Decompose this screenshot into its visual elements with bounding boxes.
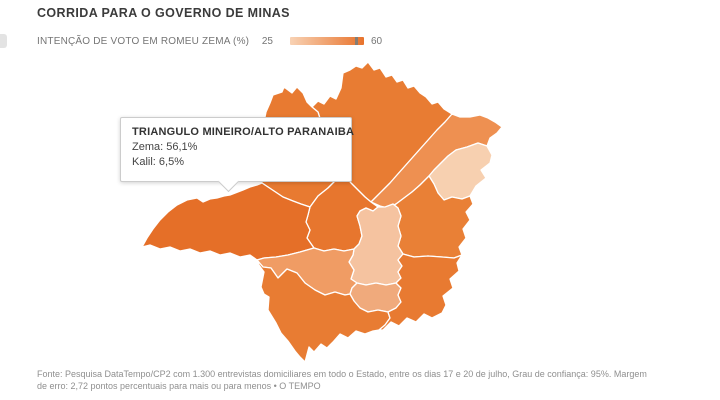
- tooltip-region-name: TRIANGULO MINEIRO/ALTO PARANAIBA: [132, 126, 355, 138]
- legend-min-value: 25: [261, 36, 273, 47]
- map-tooltip: TRIANGULO MINEIRO/ALTO PARANAIBA Zema: 5…: [120, 117, 355, 193]
- source-footer: Fonte: Pesquisa DataTempo/CP2 com 1.300 …: [37, 368, 647, 392]
- legend-label: INTENÇÃO DE VOTO EM ROMEU ZEMA (%): [37, 36, 250, 47]
- region-sul-sudoeste-de-minas[interactable]: [256, 259, 391, 363]
- tooltip-kalil-value: Kalil: 6,5%: [132, 156, 184, 168]
- region-zona-da-mata[interactable]: [378, 253, 463, 331]
- source-footer-line1: Fonte: Pesquisa DataTempo/CP2 com 1.300 …: [37, 369, 647, 379]
- source-footer-line2: de erro: 2,72 pontos percentuais para ma…: [37, 381, 321, 391]
- clipped-edge-widget: [0, 34, 7, 48]
- legend-marker: [354, 37, 358, 45]
- map-regions: [141, 61, 503, 363]
- legend-max-value: 60: [371, 36, 383, 47]
- legend-gradient-bar: [290, 37, 364, 45]
- region-triangulo-mineiro-alto-paranaiba[interactable]: [141, 182, 315, 261]
- tooltip-zema-value: Zema: 56,1%: [132, 141, 198, 153]
- page-title: CORRIDA PARA O GOVERNO DE MINAS: [37, 6, 290, 20]
